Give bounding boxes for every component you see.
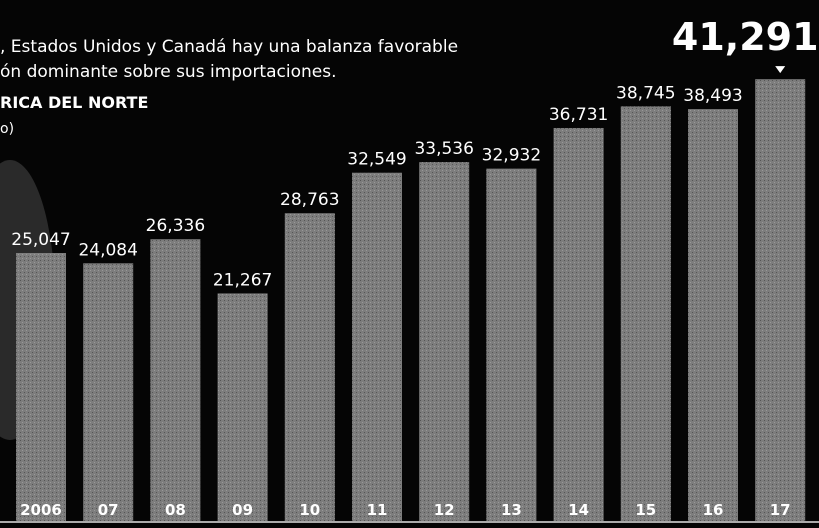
- value-label: 32,932: [482, 146, 541, 166]
- x-tick-label: 13: [501, 501, 522, 519]
- x-tick-label: 09: [232, 501, 253, 519]
- bar: [83, 263, 134, 521]
- bar: [486, 168, 537, 521]
- value-label: 24,084: [78, 240, 137, 260]
- value-label: 41,291: [672, 15, 819, 59]
- bar: [419, 162, 470, 521]
- value-label: 26,336: [146, 216, 205, 236]
- x-tick-label: 08: [165, 501, 186, 519]
- value-label: 38,493: [683, 86, 742, 106]
- bar: [217, 293, 268, 521]
- value-label: 33,536: [414, 139, 473, 159]
- header-line: RICA DEL NORTE: [0, 93, 148, 112]
- value-label: 36,731: [549, 105, 608, 125]
- x-tick-label: 16: [703, 501, 724, 519]
- value-label: 38,745: [616, 83, 675, 103]
- bar: [553, 127, 604, 521]
- x-tick-label: 14: [568, 501, 589, 519]
- bar: [688, 109, 738, 521]
- x-tick-label: 17: [770, 501, 791, 519]
- header-line: o): [0, 121, 14, 137]
- bar: [16, 252, 66, 521]
- header-line: , Estados Unidos y Canadá hay una balanz…: [0, 37, 458, 57]
- bar: [150, 239, 201, 521]
- x-tick-label: 2006: [20, 501, 62, 519]
- bar: [620, 106, 671, 521]
- pointer: [775, 66, 786, 74]
- value-label: 21,267: [213, 270, 272, 290]
- x-tick-label: 07: [98, 501, 119, 519]
- value-label: 25,047: [11, 230, 70, 250]
- bar: [352, 172, 402, 521]
- x-tick-label: 15: [635, 501, 656, 519]
- x-tick-label: 10: [299, 501, 320, 519]
- bar: [755, 79, 806, 521]
- x-tick-label: 11: [367, 501, 388, 519]
- value-label: 28,763: [280, 190, 339, 210]
- x-tick-label: 12: [434, 501, 455, 519]
- value-label: 32,549: [347, 150, 406, 170]
- header-line: ón dominante sobre sus importaciones.: [0, 62, 336, 82]
- bar: [284, 213, 335, 521]
